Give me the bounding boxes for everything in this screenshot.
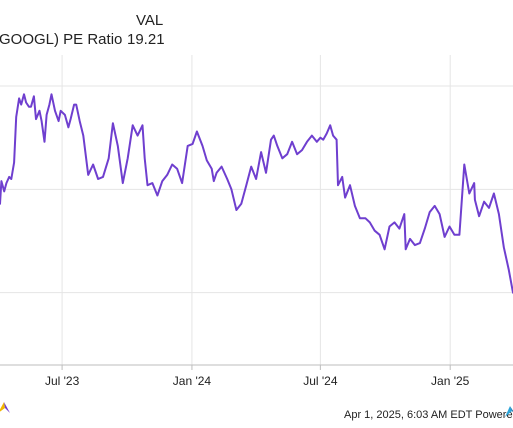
chart-grid	[0, 55, 513, 366]
x-tick-label: Jul '23	[45, 374, 80, 388]
powered-by-logo-icon[interactable]	[504, 404, 513, 418]
x-tick-label: Jan '24	[173, 374, 212, 388]
value-column-label: VAL	[136, 12, 164, 29]
series-current-value: 19.21	[127, 31, 165, 48]
brand-logo-icon	[0, 402, 10, 413]
x-axis-ticks: Jul '23 Jan '24 Jul '24 Jan '25	[45, 365, 470, 388]
x-tick-label: Jan '25	[431, 374, 470, 388]
footer-timestamp: Apr 1, 2025, 6:03 AM EDT Powered by	[344, 409, 513, 421]
chart-legend-header: VAL (GOOGL) PE Ratio 19.21	[0, 8, 513, 48]
x-tick-label: Jul '24	[303, 374, 338, 388]
series-line	[0, 93, 513, 294]
chart-series	[0, 93, 513, 294]
series-name-label: (GOOGL) PE Ratio	[0, 31, 123, 48]
